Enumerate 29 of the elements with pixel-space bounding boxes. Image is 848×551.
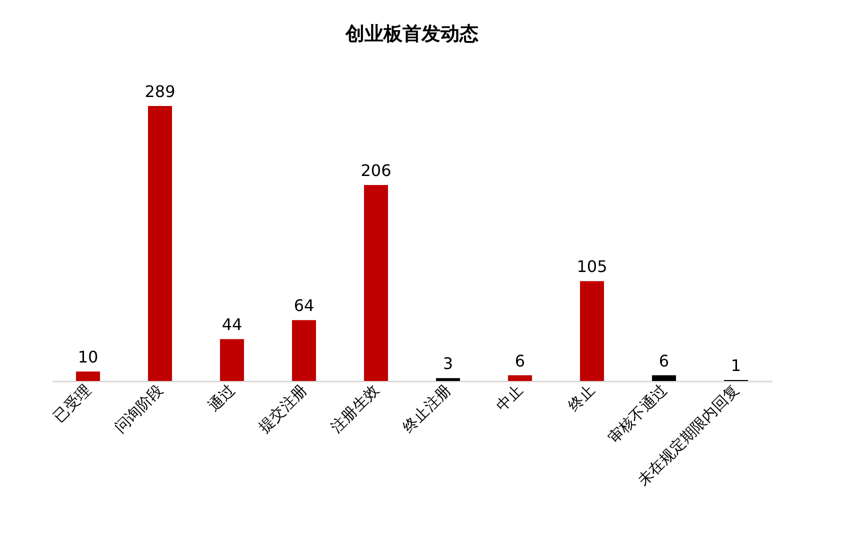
data-label: 1 — [730, 356, 742, 376]
bar — [148, 106, 172, 381]
bar — [436, 378, 460, 381]
x-tick-label: 审核不通过 — [604, 381, 670, 447]
x-tick-label: 注册生效 — [327, 381, 382, 436]
bar — [652, 375, 676, 381]
data-label: 10 — [78, 347, 98, 366]
bar — [580, 281, 604, 381]
x-tick-label: 终止注册 — [399, 381, 454, 436]
data-label: 289 — [144, 82, 176, 101]
data-label: 44 — [222, 315, 242, 334]
chart-title: 创业板首发动态 — [344, 23, 478, 45]
x-tick-label: 中止 — [492, 381, 526, 416]
bar — [220, 339, 244, 381]
x-tick-label: 通过 — [204, 381, 238, 416]
x-tick-label: 提交注册 — [255, 381, 310, 436]
x-tick-label: 已受理 — [50, 381, 94, 426]
bar — [364, 184, 388, 381]
bar — [508, 375, 532, 381]
data-label: 64 — [294, 296, 314, 316]
data-label: 3 — [442, 354, 454, 374]
data-label: 105 — [576, 257, 608, 276]
bar — [292, 320, 316, 381]
data-label: 6 — [658, 351, 670, 370]
bar — [76, 371, 100, 381]
data-label: 6 — [514, 351, 526, 370]
x-tick-label: 问询阶段 — [111, 381, 166, 436]
x-tick-label: 终止 — [564, 381, 598, 416]
data-label: 206 — [360, 160, 392, 180]
